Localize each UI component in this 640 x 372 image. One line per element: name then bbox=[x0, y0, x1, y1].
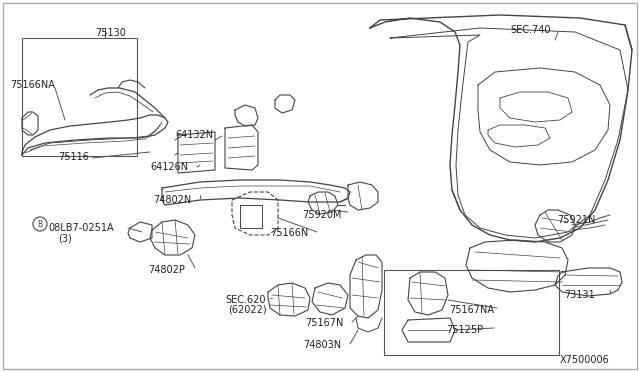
Text: 75166NA: 75166NA bbox=[10, 80, 55, 90]
Text: 75921N: 75921N bbox=[557, 215, 595, 225]
Text: 75116: 75116 bbox=[58, 152, 89, 162]
Text: (3): (3) bbox=[58, 233, 72, 243]
Bar bbox=[22, 38, 137, 156]
Text: 75166N: 75166N bbox=[270, 228, 308, 238]
Text: 74802P: 74802P bbox=[148, 265, 185, 275]
Text: B: B bbox=[37, 219, 43, 228]
Text: 75130: 75130 bbox=[95, 28, 126, 38]
Text: 75920M: 75920M bbox=[302, 210, 342, 220]
Text: (62022): (62022) bbox=[228, 305, 267, 315]
Text: 75167NA: 75167NA bbox=[449, 305, 494, 315]
Text: SEC.620: SEC.620 bbox=[225, 295, 266, 305]
Text: 74802N: 74802N bbox=[153, 195, 191, 205]
Text: 08LB7-0251A: 08LB7-0251A bbox=[48, 223, 114, 233]
Bar bbox=[384, 270, 559, 355]
Text: 64132N: 64132N bbox=[175, 130, 213, 140]
Text: 74803N: 74803N bbox=[303, 340, 341, 350]
Text: 73131: 73131 bbox=[564, 290, 595, 300]
Text: 75167N: 75167N bbox=[305, 318, 344, 328]
Text: X7500006: X7500006 bbox=[560, 355, 610, 365]
Text: 64126N: 64126N bbox=[150, 162, 188, 172]
Text: SEC.740: SEC.740 bbox=[510, 25, 550, 35]
Text: 75125P: 75125P bbox=[446, 325, 483, 335]
